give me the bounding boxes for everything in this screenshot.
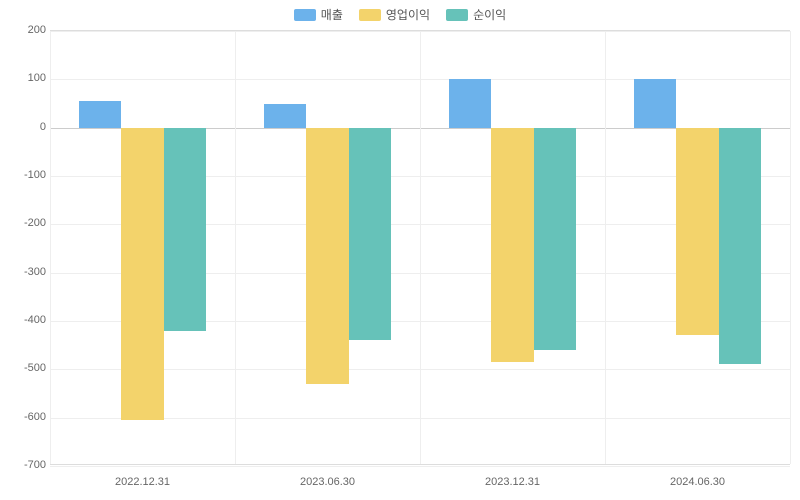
y-tick-label: -600 <box>6 411 46 423</box>
y-tick-label: 200 <box>6 24 46 36</box>
legend-label: 영업이익 <box>386 6 430 23</box>
x-tick-label: 2023.06.30 <box>300 476 355 488</box>
x-tick-label: 2023.12.31 <box>485 476 540 488</box>
bar[interactable] <box>264 104 307 127</box>
legend-label: 순이익 <box>473 6 506 23</box>
bar[interactable] <box>349 128 392 341</box>
legend-swatch <box>359 9 381 21</box>
gridline-v <box>605 31 606 464</box>
x-tick-label: 2024.06.30 <box>670 476 725 488</box>
plot-area <box>50 30 790 465</box>
y-tick-label: 100 <box>6 72 46 84</box>
y-tick-label: -100 <box>6 169 46 181</box>
gridline-v <box>235 31 236 464</box>
gridline-v <box>420 31 421 464</box>
y-tick-label: -300 <box>6 266 46 278</box>
bar[interactable] <box>676 128 719 336</box>
x-tick-label: 2022.12.31 <box>115 476 170 488</box>
legend-swatch <box>446 9 468 21</box>
bar[interactable] <box>306 128 349 384</box>
bar[interactable] <box>79 101 122 128</box>
bar[interactable] <box>121 128 164 420</box>
legend-label: 매출 <box>321 6 343 23</box>
bar[interactable] <box>634 79 677 127</box>
legend-swatch <box>294 9 316 21</box>
legend: 매출 영업이익 순이익 <box>0 0 800 29</box>
legend-item[interactable]: 매출 <box>294 6 343 23</box>
y-tick-label: -200 <box>6 217 46 229</box>
gridline-v <box>790 31 791 464</box>
y-tick-label: -500 <box>6 362 46 374</box>
bar[interactable] <box>164 128 207 331</box>
legend-item[interactable]: 영업이익 <box>359 6 430 23</box>
gridline-h <box>50 466 790 467</box>
y-tick-label: 0 <box>6 121 46 133</box>
bar[interactable] <box>491 128 534 362</box>
bar[interactable] <box>719 128 762 365</box>
legend-item[interactable]: 순이익 <box>446 6 506 23</box>
bar[interactable] <box>449 79 492 127</box>
gridline-v <box>50 31 51 464</box>
chart-container: 매출 영업이익 순이익 -700 -600 -500 -400 -300 -200 -100 0 1… <box>0 0 800 500</box>
bar[interactable] <box>534 128 577 350</box>
y-tick-label: -700 <box>6 459 46 471</box>
y-tick-label: -400 <box>6 314 46 326</box>
